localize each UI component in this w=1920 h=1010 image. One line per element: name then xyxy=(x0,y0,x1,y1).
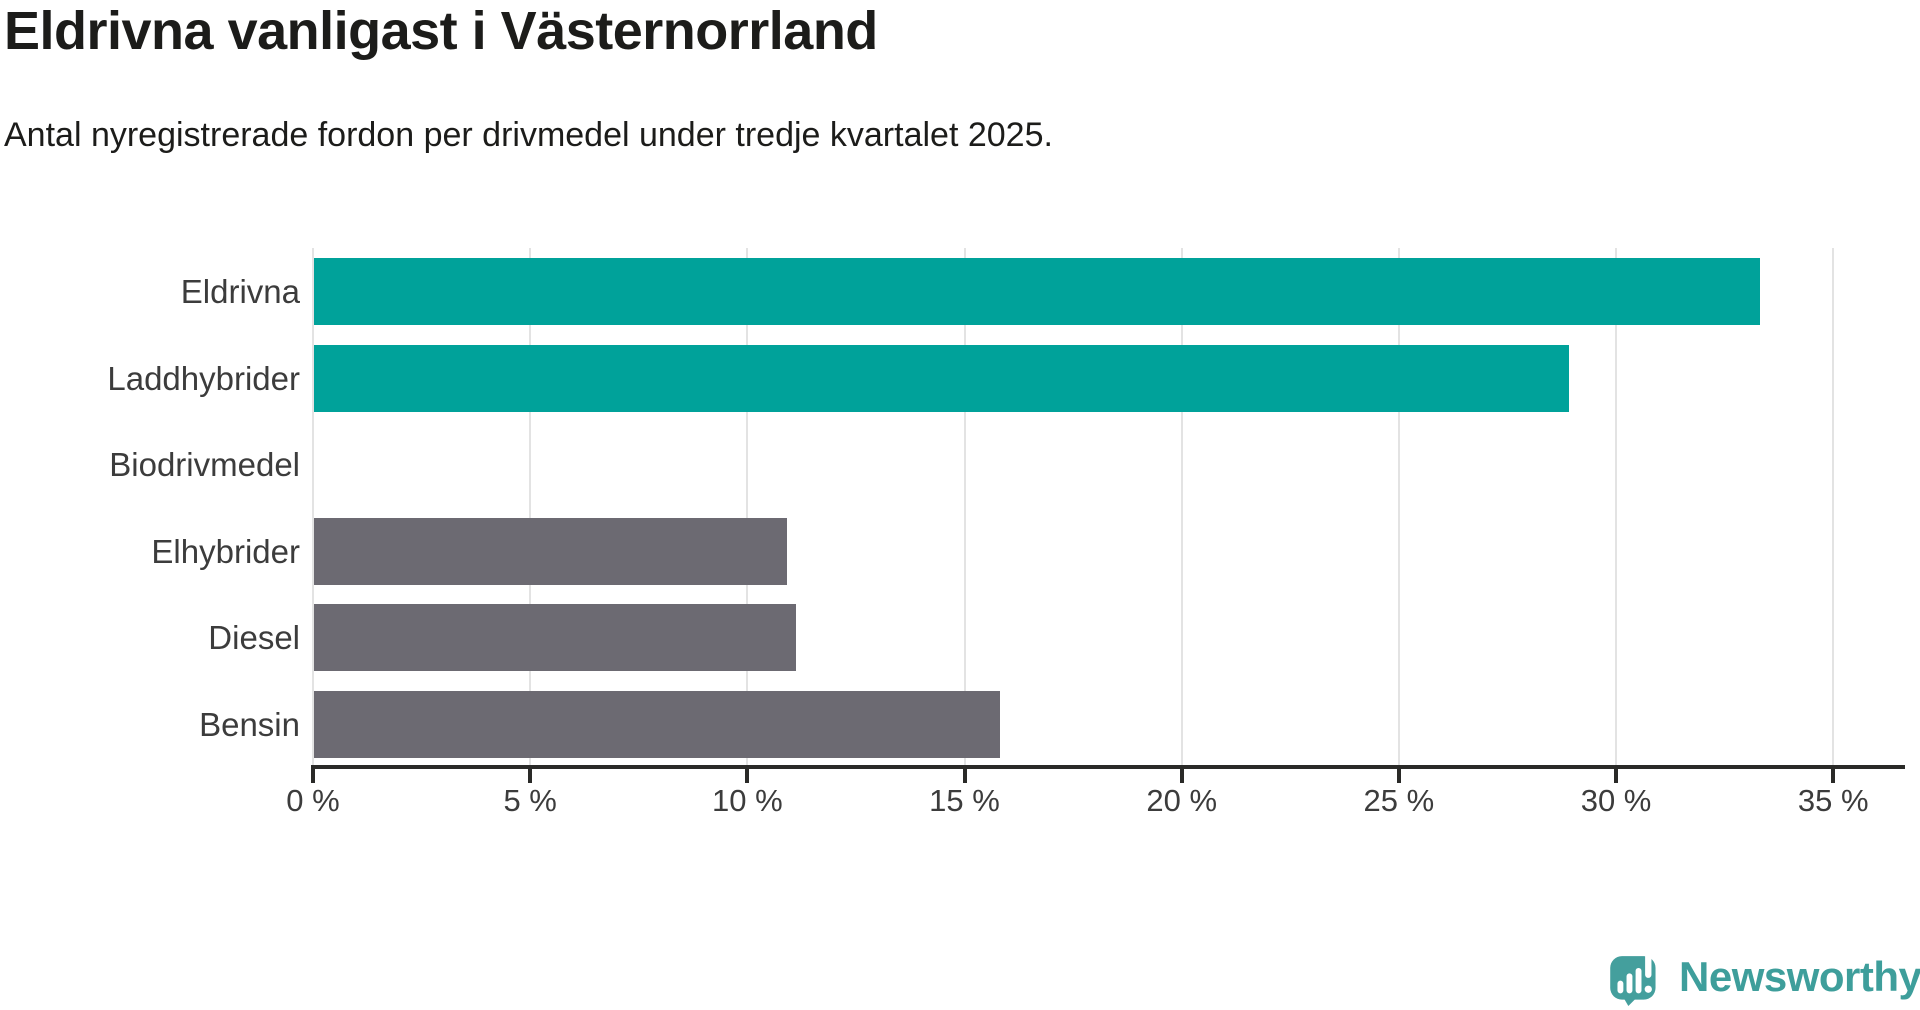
x-axis-tick-30 xyxy=(1614,769,1619,783)
x-axis-tick-20 xyxy=(1179,769,1184,783)
bar-laddhybrider xyxy=(314,344,1570,412)
gridline-30-percent xyxy=(1615,248,1618,765)
category-label-biodrivmedel: Biodrivmedel xyxy=(109,446,300,484)
chart-title: Eldrivna vanligast i Västernorrland xyxy=(4,1,878,61)
gridline-0-percent xyxy=(312,248,314,765)
x-axis-tick-25 xyxy=(1396,769,1401,783)
x-tick-label-25: 25 % xyxy=(1363,783,1435,818)
newsworthy-logo-text: Newsworthy xyxy=(1679,953,1920,1000)
bar-eldrivna xyxy=(314,258,1761,326)
x-tick-label-15: 15 % xyxy=(929,783,1000,818)
bar-diesel xyxy=(314,604,797,672)
x-axis-tick-5 xyxy=(528,769,533,783)
gridline-35-percent xyxy=(1832,248,1835,765)
x-tick-label-20: 20 % xyxy=(1146,783,1218,818)
category-label-diesel: Diesel xyxy=(208,619,300,657)
x-tick-label-10: 10 % xyxy=(712,783,783,818)
x-tick-label-35: 35 % xyxy=(1797,783,1869,818)
category-label-laddhybrider: Laddhybrider xyxy=(107,359,300,397)
category-label-elhybrider: Elhybrider xyxy=(151,532,300,570)
x-tick-label-30: 30 % xyxy=(1580,783,1652,818)
newsworthy-logo: Newsworthy xyxy=(1608,948,1920,1006)
gridline-15-percent xyxy=(963,248,966,765)
x-axis-tick-10 xyxy=(745,769,750,783)
x-axis-tick-0 xyxy=(311,769,315,783)
gridline-10-percent xyxy=(746,248,749,765)
gridline-20-percent xyxy=(1180,248,1183,765)
x-tick-label-5: 5 % xyxy=(503,783,557,818)
bar-elhybrider xyxy=(314,517,788,585)
x-tick-label-0: 0 % xyxy=(286,783,340,818)
x-axis-tick-15 xyxy=(962,769,967,783)
gridline-25-percent xyxy=(1397,248,1400,765)
category-label-bensin: Bensin xyxy=(199,705,300,743)
bar-bensin xyxy=(314,690,1001,758)
x-axis-tick-35 xyxy=(1831,769,1836,783)
category-label-eldrivna: Eldrivna xyxy=(180,273,300,311)
gridline-5-percent xyxy=(529,248,532,765)
chart-subtitle: Antal nyregistrerade fordon per drivmede… xyxy=(4,116,1053,154)
newsworthy-speech-bubble-icon xyxy=(1608,948,1665,1006)
x-axis-line xyxy=(311,765,1905,769)
